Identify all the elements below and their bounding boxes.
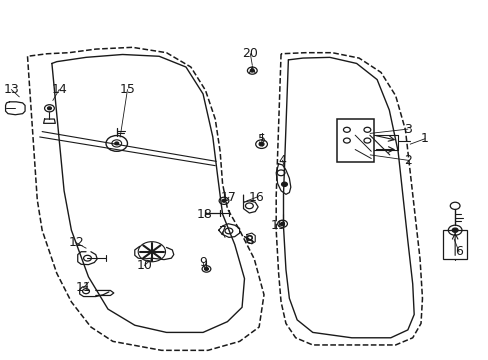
Circle shape	[250, 69, 254, 72]
Circle shape	[259, 142, 264, 146]
Circle shape	[222, 199, 225, 202]
Text: 19: 19	[270, 219, 286, 233]
Text: 2: 2	[403, 154, 411, 167]
Circle shape	[280, 222, 284, 225]
Text: 14: 14	[51, 83, 67, 96]
Circle shape	[451, 228, 457, 232]
Text: 6: 6	[454, 245, 462, 258]
Text: 1: 1	[420, 132, 428, 145]
Circle shape	[115, 142, 119, 145]
Text: 13: 13	[3, 83, 19, 96]
Text: 17: 17	[221, 191, 236, 204]
Circle shape	[281, 182, 287, 186]
Bar	[336, 119, 373, 162]
Circle shape	[47, 107, 51, 110]
Circle shape	[204, 267, 208, 270]
Text: 4: 4	[278, 154, 286, 167]
Text: 16: 16	[248, 191, 264, 204]
Text: 7: 7	[218, 225, 226, 238]
Text: 3: 3	[403, 122, 411, 136]
Text: 10: 10	[136, 259, 152, 272]
Bar	[443, 230, 466, 259]
Text: 11: 11	[76, 281, 91, 294]
Text: 5: 5	[257, 133, 265, 146]
Text: 8: 8	[245, 234, 253, 247]
Text: 18: 18	[196, 208, 212, 221]
Text: 12: 12	[68, 236, 84, 249]
Text: 15: 15	[119, 83, 135, 96]
Text: 20: 20	[242, 47, 258, 60]
Text: 9: 9	[199, 256, 206, 269]
